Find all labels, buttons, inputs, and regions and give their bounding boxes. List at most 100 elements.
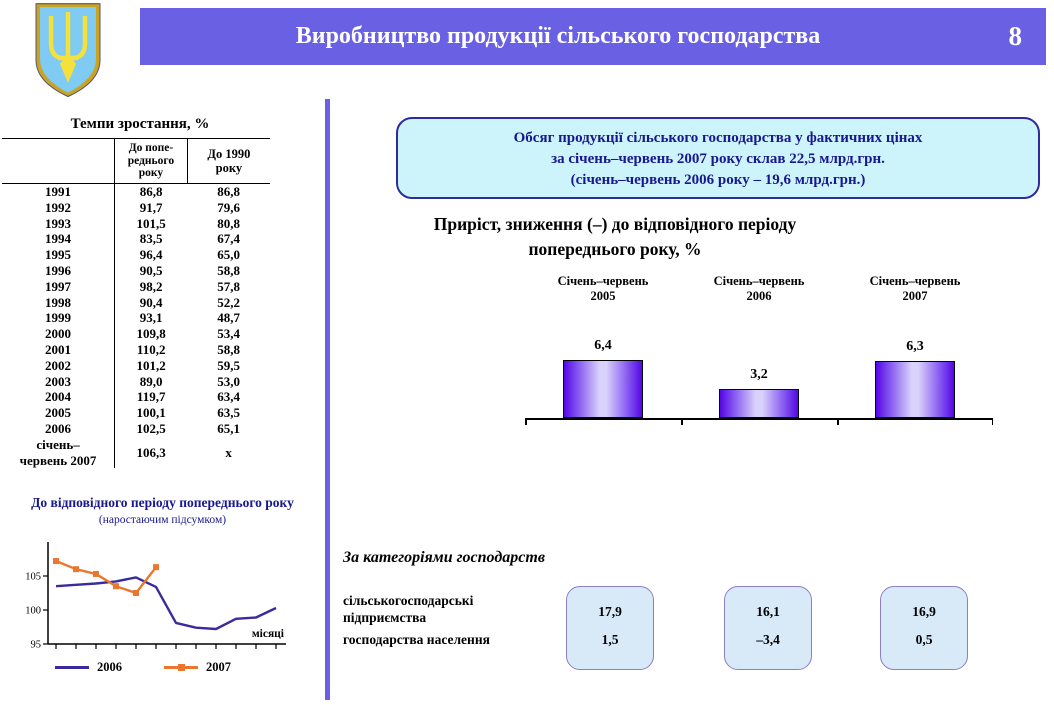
- table-row: 2001 110,2 58,8: [2, 341, 270, 358]
- table-cell: 86,8: [139, 184, 163, 199]
- series-marker: [93, 570, 99, 577]
- y-tick-label: 105: [25, 572, 41, 583]
- table-cell: 2001: [2, 341, 116, 358]
- axis-tick: [681, 418, 683, 425]
- table-cell: 98,2: [139, 278, 163, 294]
- bar-chart-title-line-1: Приріст, зниження (–) до відповідного пе…: [433, 214, 797, 234]
- line-chart-subtitle: (наростаючим підсумком): [98, 514, 227, 526]
- legend-line-sample: [55, 666, 89, 669]
- table-cell: 65,0: [217, 247, 240, 263]
- table-cell: 1994: [2, 231, 116, 248]
- categories-title: За категоріями господарств: [343, 549, 545, 566]
- table-cell: 80,8: [217, 215, 240, 231]
- table-cell: 65,1: [217, 420, 240, 436]
- legend-marker: [178, 663, 185, 671]
- table-row: 1991 86,8 86,8: [2, 183, 270, 200]
- table-cell: 1999: [2, 310, 116, 327]
- bar-group: Січень–червень 2006 3,2: [681, 266, 837, 420]
- table-row: 2006 102,5 65,1: [2, 420, 270, 437]
- category-value-box: 16,1 –3,4: [724, 586, 812, 670]
- table-cell: 53,0: [217, 373, 240, 389]
- series-marker: [133, 590, 139, 596]
- col-header-empty: [2, 138, 116, 184]
- table-row: 1998 90,4 52,2: [2, 294, 270, 311]
- households-value: 1,5: [601, 632, 619, 647]
- table-cell: 89,0: [139, 373, 163, 389]
- table-cell: 63,4: [217, 389, 240, 405]
- category-value-box: 16,9 0,5: [880, 586, 968, 670]
- table-row: 1999 93,1 48,7: [2, 310, 270, 327]
- line-chart-legend: 2006 2007: [55, 660, 295, 675]
- table-cell: 101,5: [136, 215, 166, 231]
- table-cell: 93,1: [139, 310, 163, 326]
- table-cell: 48,7: [217, 310, 240, 326]
- table-cell: 52,2: [217, 294, 240, 310]
- series-marker: [113, 583, 119, 590]
- bar-chart-title: Приріст, зниження (–) до відповідного пе…: [355, 212, 875, 262]
- table-cell: 102,5: [136, 420, 166, 436]
- table-row: 1997 98,2 57,8: [2, 278, 270, 295]
- table-cell: 106,3: [136, 444, 166, 460]
- table-row: 1995 96,4 65,0: [2, 247, 270, 263]
- series-marker: [153, 564, 159, 571]
- table-row: 1994 83,5 67,4: [2, 231, 270, 248]
- table-cell: 1998: [2, 294, 116, 311]
- table-cell: 1996: [2, 262, 116, 279]
- table-row: 2004 119,7 63,4: [2, 389, 270, 406]
- enterprises-value: 16,9: [912, 604, 936, 619]
- category-value-box: 17,9 1,5: [566, 586, 654, 670]
- bar-value-label: 3,2: [750, 367, 768, 382]
- ukraine-coat-of-arms-icon: [35, 3, 101, 97]
- bar-category-label: Січень–червень 2006: [713, 274, 805, 303]
- table-cell: 96,4: [139, 247, 163, 263]
- bar-group: Січень–червень 2007 6,3: [837, 266, 993, 420]
- table-cell: 1992: [2, 199, 116, 216]
- table-cell: 2004: [2, 389, 116, 406]
- bar: [563, 360, 643, 418]
- table-cell: 1993: [2, 215, 116, 232]
- table-cell: 1997: [2, 278, 116, 295]
- axis-tick: [525, 418, 527, 425]
- table-cell: 109,8: [136, 326, 166, 342]
- table-row: 1996 90,5 58,8: [2, 262, 270, 279]
- table-row: 1993 101,5 80,8: [2, 215, 270, 232]
- table-cell: 119,7: [136, 389, 166, 405]
- table-row: 2003 89,0 53,0: [2, 373, 270, 390]
- y-tick-label: 100: [25, 606, 41, 617]
- axis-tick: [837, 418, 839, 425]
- bar-chart: Січень–червень 2005 6,4 Січень–червень 2006 3…: [525, 266, 993, 425]
- table-cell: 63,5: [217, 405, 240, 421]
- vertical-divider: [325, 99, 330, 700]
- legend-label: 2007: [206, 660, 231, 674]
- table-cell: 53,4: [217, 326, 240, 342]
- series-marker: [73, 566, 79, 573]
- table-row: 2005 100,1 63,5: [2, 405, 270, 421]
- table-cell: 110,2: [136, 341, 166, 357]
- legend-line-sample: [164, 663, 198, 671]
- table-cell: х: [225, 444, 232, 460]
- table-cell: 2003: [2, 373, 116, 390]
- table-row: січень– червень 2007 106,3 х: [2, 436, 270, 469]
- series-marker: [53, 558, 59, 565]
- enterprises-value: 16,1: [756, 604, 780, 619]
- table-cell: 1995: [2, 247, 116, 263]
- table-cell: 90,4: [139, 294, 163, 310]
- bar: [719, 389, 799, 418]
- table-cell: 101,2: [136, 357, 166, 373]
- header-banner: Виробництво продукції сільського господа…: [140, 8, 1046, 65]
- bar-value-label: 6,3: [906, 338, 924, 354]
- table-cell: 2000: [2, 326, 116, 342]
- table-cell: 2002: [2, 357, 116, 374]
- bar-group: Січень–червень 2005 6,4: [525, 266, 681, 420]
- table-cell: 1991: [2, 183, 116, 200]
- households-value: –3,4: [756, 632, 780, 647]
- growth-table: До попе- реднього року До 1990 року 1991…: [2, 138, 270, 469]
- label-households: господарства населення: [343, 632, 490, 647]
- x-axis-label: місяці: [252, 628, 285, 640]
- table-cell: 67,4: [217, 231, 240, 247]
- table-cell: 2005: [2, 405, 116, 421]
- info-box-line-1: Обсяг продукції сільського господарства …: [513, 130, 923, 146]
- bar-chart-axis: [525, 418, 993, 420]
- bar: [875, 360, 955, 418]
- table-cell: 83,5: [139, 231, 163, 247]
